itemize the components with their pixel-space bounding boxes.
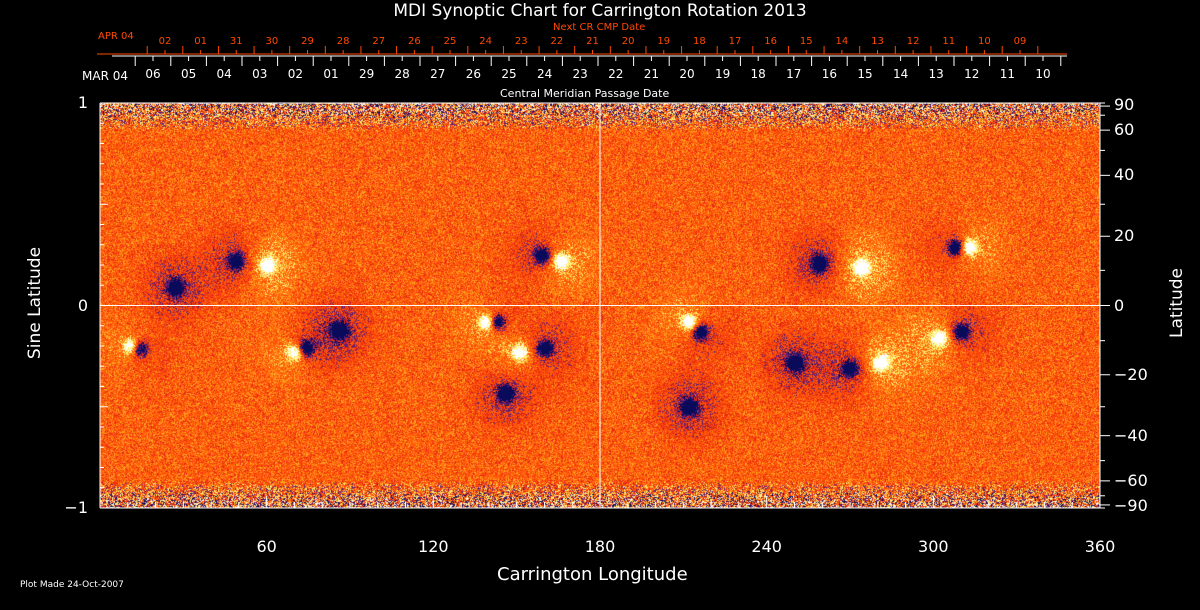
next-cmp-date-label: 17 — [728, 36, 742, 47]
y-axis-label-left: Sine Latitude — [25, 246, 45, 360]
cmp-date-label: 17 — [786, 67, 802, 81]
next-cmp-date-label: 09 — [1013, 36, 1027, 47]
cmp-date-label: 29 — [358, 67, 375, 81]
cmp-date-label: 20 — [679, 67, 695, 81]
next-cmp-date-label: 14 — [835, 36, 849, 47]
x-tick-label: 360 — [1084, 537, 1116, 556]
cmp-date-label: 02 — [287, 67, 304, 81]
cmp-date-label: 21 — [643, 67, 660, 81]
next-cmp-date-label: 22 — [550, 36, 564, 47]
cmp-date-label: 27 — [430, 67, 446, 81]
next-cmp-date-label: 27 — [372, 36, 386, 47]
next-cmp-date-label: 02 — [158, 36, 172, 47]
x-tick-label: 300 — [918, 537, 949, 556]
cmp-date-label: 12 — [964, 67, 980, 81]
next-cmp-date-label: 11 — [942, 36, 956, 47]
y-tick-label-left: −1 — [64, 498, 88, 517]
cmp-date-label: 18 — [750, 67, 766, 81]
cmp-date-label: 28 — [394, 67, 410, 81]
y-tick-label-left: 0 — [77, 295, 88, 315]
next-cmp-date-label: 15 — [799, 36, 813, 47]
cmp-date-label: 15 — [857, 67, 873, 81]
cmp-date-label: 19 — [714, 67, 731, 81]
next-cmp-date-label: 31 — [229, 36, 243, 47]
chart-title: MDI Synoptic Chart for Carrington Rotati… — [393, 1, 807, 21]
y-tick-label-right: −60 — [1114, 470, 1148, 490]
next-cmp-date-label: 25 — [443, 36, 457, 47]
cmp-date-label: 26 — [465, 67, 482, 81]
y-tick-label-right: 40 — [1114, 165, 1135, 185]
y-tick-label-right: 20 — [1114, 226, 1135, 246]
cmp-date-label: 16 — [821, 67, 838, 81]
plot-made-footer: Plot Made 24-Oct-2007 — [20, 580, 124, 590]
cmp-date-label: 24 — [536, 67, 553, 81]
next-cmp-date-label: 16 — [764, 36, 777, 47]
top-axis-start-label: MAR 04 — [82, 69, 128, 83]
y-tick-label-right: 0 — [1114, 295, 1125, 315]
cmp-date-label: 23 — [572, 67, 588, 81]
y-axis-label-right: Latitude — [1167, 268, 1187, 338]
next-cmp-date-label: 19 — [657, 36, 671, 47]
next-cmp-date-label: 28 — [336, 36, 350, 47]
x-tick-label: 180 — [584, 537, 616, 556]
x-tick-label: 120 — [418, 537, 449, 556]
next-cmp-date-label: 30 — [265, 36, 279, 47]
cmp-date-label: 04 — [216, 67, 232, 81]
next-cmp-date-label: 18 — [693, 36, 706, 47]
next-cmp-date-label: 23 — [514, 36, 528, 47]
y-tick-label-right: 60 — [1114, 120, 1135, 140]
y-tick-label-right: −90 — [1114, 496, 1148, 515]
y-tick-label-right: −20 — [1114, 364, 1148, 384]
cmp-date-label: 01 — [323, 67, 339, 81]
cmp-date-label: 25 — [501, 67, 517, 81]
cmp-date-label: 03 — [252, 67, 268, 81]
cmp-date-label: 13 — [928, 67, 944, 81]
cmp-date-label: 22 — [608, 67, 624, 81]
y-tick-label-left: 1 — [77, 93, 88, 112]
x-tick-label: 240 — [751, 537, 782, 556]
y-tick-label-right: −40 — [1114, 425, 1148, 445]
next-cmp-date-label: 10 — [978, 36, 991, 47]
next-cmp-date-label: 29 — [301, 36, 314, 47]
next-cmp-date-label: 20 — [621, 36, 635, 47]
cmp-date-label: 05 — [180, 67, 197, 81]
y-tick-label-right: 90 — [1114, 95, 1135, 114]
next-axis-start-label: APR 04 — [98, 31, 134, 42]
cmp-date-label: 14 — [892, 67, 909, 81]
next-cmp-date-label: 26 — [408, 36, 421, 47]
x-axis-label: Carrington Longitude — [497, 564, 688, 585]
next-cmp-date-label: 01 — [194, 36, 207, 47]
x-tick-label: 60 — [256, 537, 277, 556]
cmp-date-label: 06 — [145, 67, 161, 81]
next-cmp-date-label: 24 — [479, 36, 492, 47]
cmp-date-label: 11 — [999, 67, 1016, 81]
top-axis-label: Central Meridian Passage Date — [500, 87, 670, 100]
next-cmp-date-label: 13 — [871, 36, 884, 47]
cmp-date-label: 10 — [1035, 67, 1051, 81]
next-cmp-date-label: 21 — [586, 36, 599, 47]
next-cmp-date-label: 12 — [906, 36, 920, 47]
next-axis-label: Next CR CMP Date — [553, 22, 646, 33]
